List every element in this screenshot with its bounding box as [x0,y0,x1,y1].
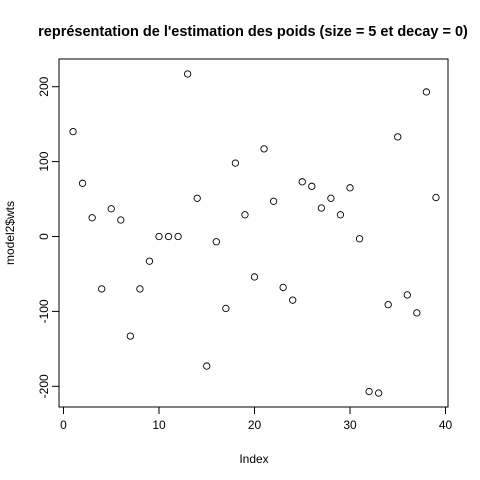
data-point [155,232,163,241]
data-point [193,194,201,202]
x-tick-label: 40 [439,418,453,432]
data-point [222,304,230,313]
data-point [145,257,154,265]
data-point [174,232,182,241]
data-point [422,88,431,96]
data-point [365,387,373,396]
data-point [69,127,77,136]
data-point [231,159,240,167]
chart-title: représentation de l'estimation des poids… [38,24,468,40]
data-point [260,145,268,153]
data-point [98,285,106,293]
data-point [279,283,287,292]
data-point [413,309,421,317]
data-point [374,389,383,397]
data-point [403,291,411,299]
data-point [289,296,297,304]
y-axis-label: model2$wts [3,201,17,265]
data-point [78,179,87,187]
data-point [183,70,192,78]
plot-frame [58,58,449,408]
x-tick-label: 10 [152,418,166,432]
data-point [117,216,125,224]
data-point [384,301,392,309]
data-point [317,204,325,212]
x-tick-label: 0 [60,418,67,432]
data-point [336,211,345,219]
x-axis: 0 10 20 30 40 [60,406,453,432]
data-point [203,362,211,370]
data-point [327,194,335,202]
data-point [269,197,278,205]
data-point [212,238,220,246]
data-point [164,232,173,241]
data-point [355,235,364,243]
data-point [241,211,249,219]
y-tick-label: -200 [37,374,51,398]
y-tick-label: 0 [37,233,51,240]
y-tick-label: 200 [37,76,51,96]
data-point [394,133,402,141]
data-point [432,193,440,202]
y-axis: -200 -100 0 100 200 [37,76,60,398]
data-point [308,182,316,190]
data-point [346,184,354,192]
data-point [107,205,115,213]
data-point [250,273,259,281]
data-point [298,178,306,186]
x-tick-label: 20 [248,418,262,432]
y-tick-label: 100 [37,151,51,171]
y-tick-label: -100 [37,299,51,323]
data-points [69,70,440,397]
x-axis-label: Index [239,452,268,466]
x-tick-label: 30 [343,418,357,432]
data-point [136,285,144,293]
data-point [126,332,135,340]
data-point [88,214,96,222]
